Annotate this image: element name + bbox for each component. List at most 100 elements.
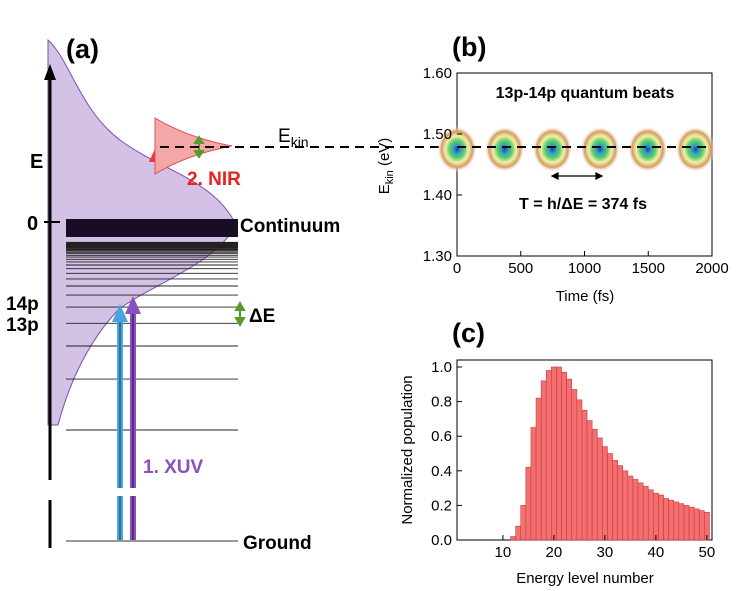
population-bar (571, 389, 578, 541)
population-bar (551, 366, 557, 541)
population-bar (658, 494, 664, 541)
panel-b-y-tick-label: 1.50 (423, 126, 452, 143)
panel-a-label: (a) (66, 34, 99, 64)
panel-b-x-tick-label: 1500 (632, 260, 665, 277)
population-bar (627, 475, 634, 541)
panel-c-label: (c) (452, 318, 485, 348)
population-bar (596, 437, 603, 541)
ground-label: Ground (243, 533, 312, 554)
population-bar (515, 525, 522, 541)
delta-e-small-arrow-peak (193, 135, 205, 159)
population-bars (510, 366, 710, 541)
continuum-label: Continuum (240, 216, 340, 237)
population-bar (520, 505, 527, 541)
level-13p-label: 13p (6, 315, 39, 336)
panel-a-energy-diagram: (a) E 0 Continuum 14p 13p ΔE 1. XUV 2. N… (6, 34, 457, 554)
energy-axis-arrowhead (44, 64, 56, 80)
population-bar (545, 370, 552, 541)
panel-b-y-tick-label: 1.30 (423, 248, 452, 265)
panel-c-x-tick-label: 50 (699, 544, 716, 561)
panel-b-x-tick-label: 0 (453, 260, 461, 277)
panel-b-label: (b) (452, 32, 486, 62)
energy-axis-label: E (30, 151, 43, 173)
population-bar (586, 420, 593, 541)
population-bar (561, 371, 567, 541)
population-bar (678, 503, 685, 541)
population-bar (673, 501, 680, 541)
population-bar (602, 446, 608, 541)
population-bar (693, 508, 700, 541)
beat-peak (484, 126, 525, 173)
panel-c-x-tick-label: 30 (597, 544, 614, 561)
population-bar (607, 453, 613, 541)
panel-c-xlabel: Energy level number (516, 570, 654, 587)
beat-peak (627, 126, 668, 173)
panel-b-ylabel: Ekin (eV) (376, 138, 396, 195)
nir-label: 2. NIR (187, 169, 241, 190)
population-bar (622, 470, 629, 541)
panel-b-ylabel-main: E (376, 184, 393, 194)
population-bar (617, 465, 624, 541)
xuv-arrow-blue (112, 304, 128, 540)
population-bar (510, 536, 516, 541)
panel-c-y-tick-label: 1.0 (431, 359, 452, 376)
population-bar (576, 399, 583, 541)
population-bar (698, 510, 705, 541)
beat-peak (532, 126, 573, 173)
panel-b-y-tick-label: 1.40 (423, 187, 452, 204)
panel-b-axes: 0 500 1000 1500 2000 1.30 1.40 1.50 1.60 (423, 65, 729, 277)
delta-e-arrow (234, 300, 246, 328)
panel-c-y-tick-label: 0.0 (431, 532, 452, 549)
xuv-arrow-break (105, 488, 145, 496)
population-bar (535, 397, 542, 541)
panel-c-ylabel: Normalized population (399, 375, 416, 524)
population-bar (581, 409, 588, 541)
population-bar (647, 489, 654, 541)
population-bar (530, 427, 537, 541)
population-bar (612, 460, 618, 541)
level-14p-label: 14p (6, 294, 39, 315)
panel-c-x-tick-label: 10 (495, 544, 512, 561)
bound-levels (66, 241, 238, 431)
panel-b-x-tick-label: 1000 (568, 260, 601, 277)
ekin-label: Ekin (278, 126, 309, 150)
population-bar (663, 498, 669, 541)
period-double-arrow (550, 172, 604, 180)
panel-b-x-tick-label: 500 (508, 260, 533, 277)
zero-label: 0 (27, 213, 38, 235)
population-bar (566, 378, 573, 541)
panel-b-quantum-beats: (b) 13p-14p quantum beats T = h/ΔE = 374… (376, 32, 729, 305)
population-bar (637, 482, 644, 541)
beat-peaks (437, 126, 716, 173)
population-bar (683, 505, 690, 541)
beat-peak (675, 126, 716, 173)
population-bar (525, 467, 532, 541)
panel-b-x-tick-label: 2000 (695, 260, 728, 277)
continuum-block (66, 219, 238, 237)
panel-c-x-tick-label: 20 (546, 544, 563, 561)
panel-b-ylabel-sub: kin (384, 170, 396, 184)
panel-b-ylabel-unit: (eV) (376, 138, 393, 171)
panel-c-x-tick-label: 40 (648, 544, 665, 561)
panel-b-xlabel: Time (fs) (556, 288, 615, 305)
beat-peak (580, 126, 621, 173)
panel-c-y-tick-label: 0.6 (431, 428, 452, 445)
population-bar (540, 380, 547, 541)
axis-break (40, 482, 60, 498)
population-bar (591, 428, 598, 541)
panel-c-axes: 10 20 30 40 50 0.0 0.2 0.4 0.6 0.8 1.0 (431, 359, 715, 561)
ekin-label-sub: kin (291, 134, 309, 150)
population-bar (556, 366, 562, 541)
population-bar (632, 479, 639, 541)
population-bar (688, 506, 695, 541)
population-bar (642, 486, 649, 541)
delta-e-label: ΔE (249, 306, 275, 327)
panel-c-y-tick-label: 0.8 (431, 394, 452, 411)
population-bar (653, 492, 659, 541)
xuv-label: 1. XUV (143, 457, 204, 478)
period-annotation: T = h/ΔE = 374 fs (519, 196, 647, 213)
beat-peak (437, 126, 477, 173)
ekin-label-main: E (278, 126, 291, 147)
population-bar (668, 499, 675, 541)
